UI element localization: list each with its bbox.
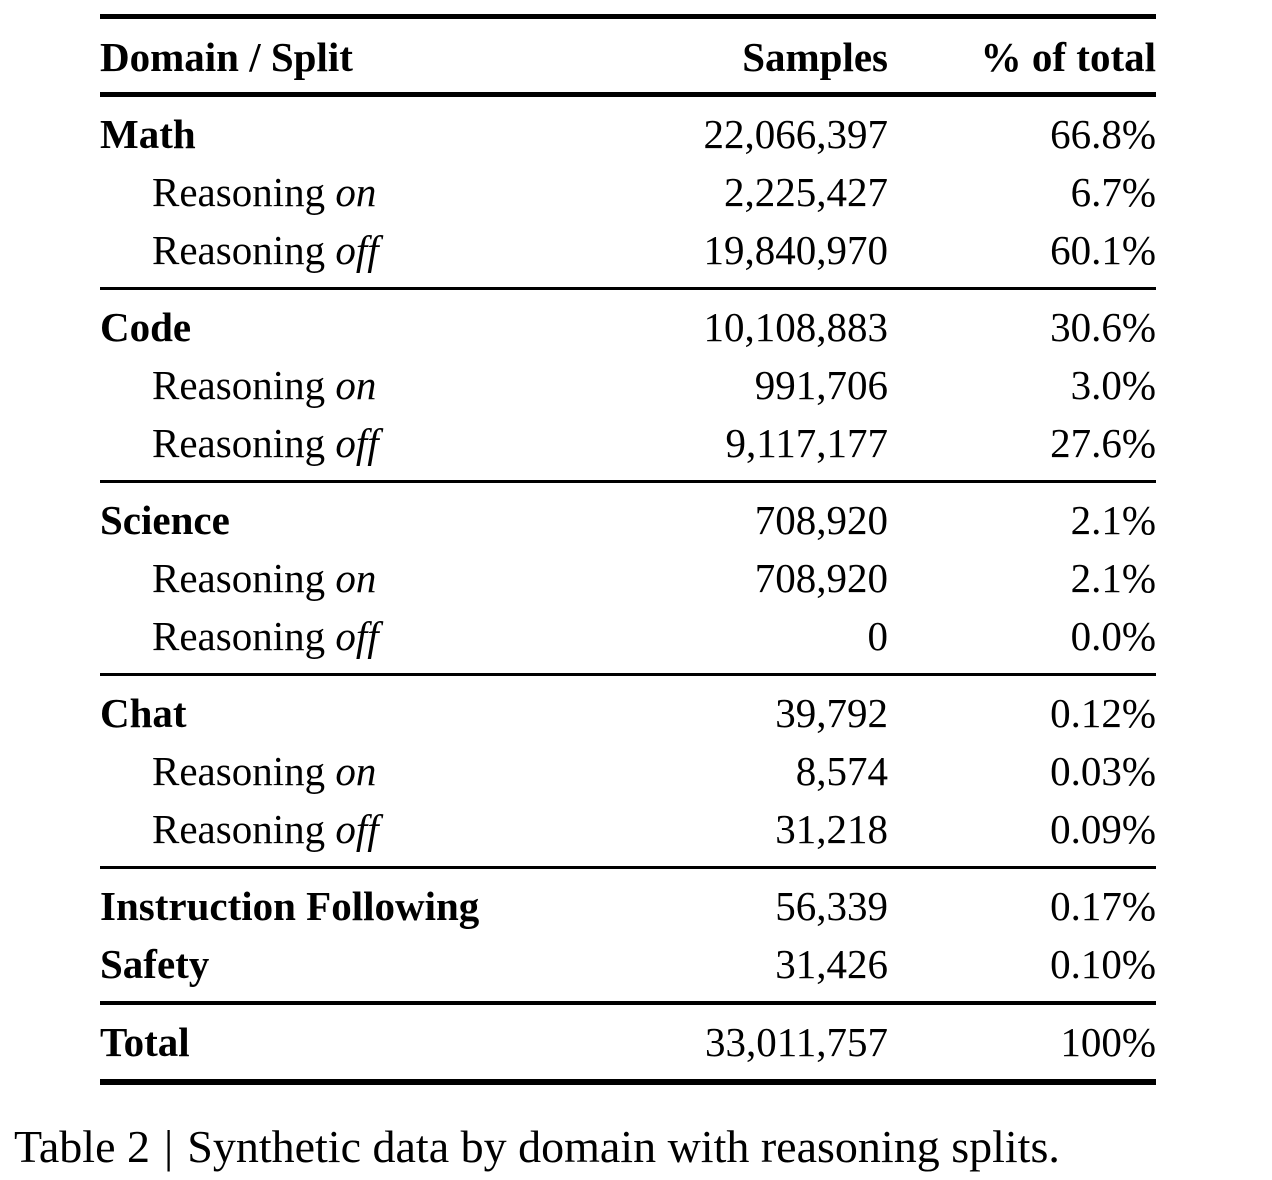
table-row-math-reasoning-on: Reasoning on 2,225,427 6.7% (100, 163, 1156, 221)
table-row-safety: Safety 31,426 0.10% (100, 935, 1156, 1003)
table-row-chat-reasoning-off: Reasoning off 31,218 0.09% (100, 800, 1156, 868)
pct-value: 3.0% (1070, 362, 1156, 408)
pct-value: 0.12% (1050, 690, 1156, 736)
split-label-mode: off (335, 227, 379, 273)
split-label-mode: off (335, 806, 379, 852)
samples-value: 708,920 (754, 497, 888, 543)
split-label: Reasoning off (100, 221, 660, 289)
column-header-domain-split: Domain / Split (100, 34, 353, 80)
pct-value: 6.7% (1070, 169, 1156, 215)
table-row-math-reasoning-off: Reasoning off 19,840,970 60.1% (100, 221, 1156, 289)
domain-label: Instruction Following (100, 883, 480, 929)
domain-label: Code (100, 304, 192, 350)
table-row-code-reasoning-off: Reasoning off 9,117,177 27.6% (100, 414, 1156, 482)
table-row-code-reasoning-on: Reasoning on 991,706 3.0% (100, 356, 1156, 414)
split-label-mode: off (335, 613, 379, 659)
pct-value: 0.0% (1070, 613, 1156, 659)
table-row-science: Science 708,920 2.1% (100, 482, 1156, 550)
section-math: Math 22,066,397 66.8% Reasoning on 2,225… (100, 95, 1156, 289)
column-header-samples: Samples (742, 34, 888, 80)
table-header: Domain / Split Samples % of total (100, 16, 1156, 95)
section-science: Science 708,920 2.1% Reasoning on 708,92… (100, 482, 1156, 675)
split-label-text: Reasoning (152, 748, 326, 794)
pct-value: 30.6% (1050, 304, 1156, 350)
pct-value: 0.03% (1050, 748, 1156, 794)
samples-value: 2,225,427 (724, 169, 888, 215)
samples-value: 31,218 (775, 806, 888, 852)
caption-text: Synthetic data by domain with reasoning … (187, 1121, 1060, 1172)
split-label-text: Reasoning (152, 555, 326, 601)
table-row-chat-reasoning-on: Reasoning on 8,574 0.03% (100, 742, 1156, 800)
split-label-mode: on (335, 555, 377, 601)
total-samples-value: 33,011,757 (705, 1019, 888, 1065)
split-label: Reasoning on (100, 163, 660, 221)
total-label: Total (100, 1019, 190, 1065)
split-label-mode: on (335, 362, 377, 408)
split-label-text: Reasoning (152, 420, 326, 466)
table-row-science-reasoning-on: Reasoning on 708,920 2.1% (100, 549, 1156, 607)
table-row-chat: Chat 39,792 0.12% (100, 675, 1156, 743)
table-row-science-reasoning-off: Reasoning off 0 0.0% (100, 607, 1156, 675)
table-row-math: Math 22,066,397 66.8% (100, 95, 1156, 164)
pct-value: 66.8% (1050, 111, 1156, 157)
split-label-text: Reasoning (152, 227, 326, 273)
column-header-pct-of-total: % of total (980, 34, 1156, 80)
split-label: Reasoning off (100, 414, 660, 482)
split-label-mode: on (335, 748, 377, 794)
split-label: Reasoning on (100, 742, 660, 800)
data-table: Domain / Split Samples % of total Math 2… (100, 14, 1156, 1085)
header-row: Domain / Split Samples % of total (100, 17, 1156, 95)
domain-label: Chat (100, 690, 187, 736)
total-pct-value: 100% (1060, 1019, 1156, 1065)
table-row-instruction-following: Instruction Following 56,339 0.17% (100, 868, 1156, 936)
samples-value: 10,108,883 (703, 304, 889, 350)
samples-value: 9,117,177 (725, 420, 888, 466)
pct-value: 0.17% (1050, 883, 1156, 929)
split-label-mode: on (335, 169, 377, 215)
domain-label: Safety (100, 941, 210, 987)
section-instruction-safety: Instruction Following 56,339 0.17% Safet… (100, 868, 1156, 1003)
split-label-text: Reasoning (152, 169, 326, 215)
samples-value: 0 (867, 613, 889, 659)
table-row-code: Code 10,108,883 30.6% (100, 289, 1156, 357)
samples-value: 708,920 (754, 555, 888, 601)
samples-value: 39,792 (775, 690, 888, 736)
split-label-mode: off (335, 420, 379, 466)
pct-value: 60.1% (1050, 227, 1156, 273)
split-label: Reasoning on (100, 356, 660, 414)
split-label: Reasoning on (100, 549, 660, 607)
page: Domain / Split Samples % of total Math 2… (0, 14, 1272, 1180)
pct-value: 27.6% (1050, 420, 1156, 466)
samples-value: 991,706 (754, 362, 888, 408)
samples-value: 19,840,970 (703, 227, 889, 273)
split-label: Reasoning off (100, 800, 660, 868)
split-label-text: Reasoning (152, 806, 326, 852)
split-label-text: Reasoning (152, 362, 326, 408)
domain-label: Math (100, 111, 196, 157)
table-row-total: Total 33,011,757 100% (100, 1003, 1156, 1082)
pct-value: 0.09% (1050, 806, 1156, 852)
section-total: Total 33,011,757 100% (100, 1003, 1156, 1082)
caption-separator: | (164, 1121, 174, 1172)
samples-value: 22,066,397 (703, 111, 889, 157)
section-code: Code 10,108,883 30.6% Reasoning on 991,7… (100, 289, 1156, 482)
samples-value: 31,426 (775, 941, 888, 987)
section-chat: Chat 39,792 0.12% Reasoning on 8,574 0.0… (100, 675, 1156, 868)
split-label: Reasoning off (100, 607, 660, 675)
domain-label: Science (100, 497, 230, 543)
split-label-text: Reasoning (152, 613, 326, 659)
caption-label: Table 2 (14, 1121, 151, 1172)
pct-value: 2.1% (1070, 555, 1156, 601)
samples-value: 8,574 (795, 748, 888, 794)
table-caption: Table 2 | Synthetic data by domain with re… (14, 1119, 1272, 1175)
samples-value: 56,339 (775, 883, 888, 929)
pct-value: 0.10% (1050, 941, 1156, 987)
pct-value: 2.1% (1070, 497, 1156, 543)
